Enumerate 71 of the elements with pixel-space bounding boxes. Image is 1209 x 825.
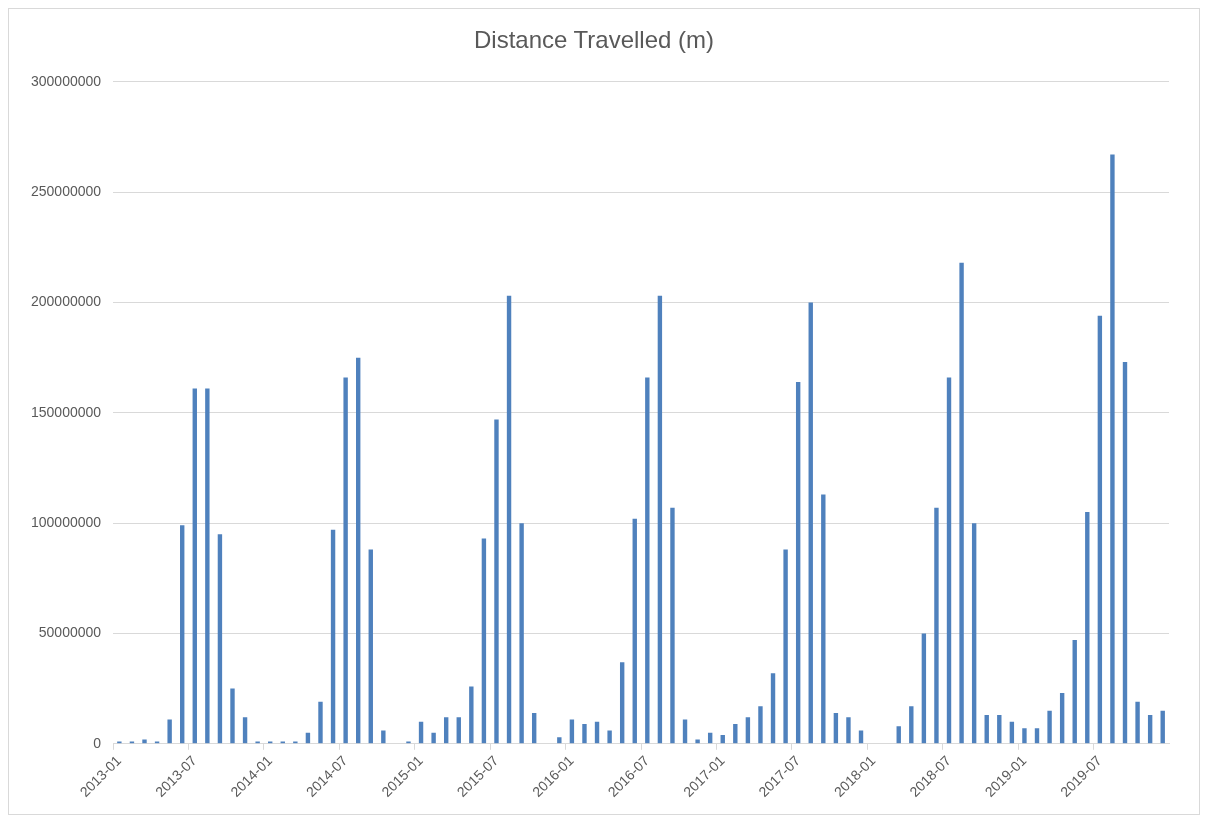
bar (997, 715, 1002, 744)
bar (1160, 710, 1165, 744)
y-tick-label: 250000000 (31, 182, 102, 199)
bar (242, 717, 248, 744)
chart-title: Distance Travelled (m) (473, 26, 715, 54)
bar (557, 737, 562, 744)
bar (657, 295, 663, 744)
bar (821, 494, 826, 744)
bar (632, 518, 637, 744)
bar (745, 717, 751, 744)
bar (494, 419, 499, 744)
bar (469, 686, 474, 744)
bar (1072, 640, 1077, 744)
y-tick-label: 0 (93, 734, 102, 751)
bar (795, 381, 801, 744)
bar (1110, 154, 1115, 744)
bar (217, 534, 223, 744)
bar (443, 717, 449, 744)
y-tick-label: 50000000 (38, 624, 102, 641)
bar (971, 523, 977, 744)
y-tick-label: 150000000 (31, 403, 102, 420)
bar (1059, 693, 1065, 744)
bar (1047, 710, 1052, 744)
bar (531, 712, 537, 744)
bar (909, 706, 914, 744)
bar (456, 717, 461, 744)
bar (1147, 715, 1153, 744)
bar (1122, 362, 1128, 744)
bar (770, 673, 776, 744)
bar (167, 719, 172, 744)
bar (481, 538, 487, 744)
bar (368, 549, 373, 744)
bar (582, 723, 587, 744)
bar (783, 549, 788, 744)
bar (381, 730, 386, 744)
bar (833, 712, 839, 744)
bar (1097, 315, 1103, 744)
bar (808, 302, 813, 744)
y-tick-label: 200000000 (31, 293, 102, 310)
bar (142, 739, 147, 744)
bar (695, 739, 700, 744)
bar (318, 701, 323, 744)
bar (356, 357, 361, 744)
bar (670, 507, 675, 744)
bar (959, 262, 964, 744)
bar (921, 633, 927, 744)
bar (758, 706, 763, 744)
bar (645, 377, 650, 744)
bar (607, 730, 612, 744)
bar (519, 523, 524, 744)
bar (343, 377, 348, 744)
bar (180, 525, 185, 744)
bar (733, 723, 738, 744)
bar (506, 295, 512, 744)
y-tick-label: 100000000 (31, 513, 102, 530)
bar (205, 388, 210, 744)
bar (846, 717, 851, 744)
bar (896, 726, 901, 744)
bar (192, 388, 197, 744)
bar (230, 688, 235, 744)
bar (1022, 728, 1027, 744)
bar (984, 715, 989, 744)
bar (330, 529, 336, 744)
bar (619, 662, 625, 744)
bar (431, 732, 436, 744)
bar (946, 377, 952, 744)
bar (1034, 728, 1040, 744)
bar (934, 507, 939, 744)
bar (1085, 512, 1090, 744)
bar (1135, 701, 1140, 744)
y-tick-label: 300000000 (31, 72, 102, 89)
